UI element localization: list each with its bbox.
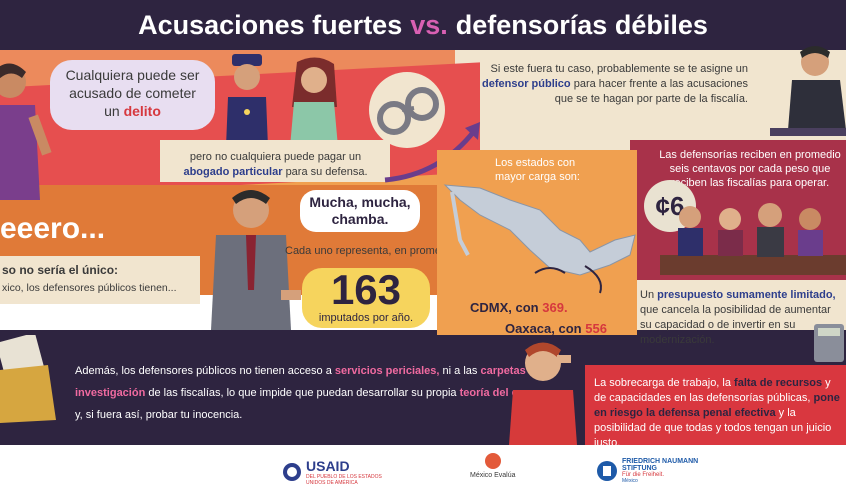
- ademas-p3: de las fiscalías, lo que impide que pued…: [148, 387, 457, 399]
- ademas-p2: ni a las: [442, 365, 478, 377]
- bubble1-text: Cualquiera puede ser acusado de cometer …: [65, 67, 200, 119]
- oaxaca-label: Oaxaca, con: [505, 321, 582, 336]
- sobrecarga-p3: y la posibilidad de que todas y todos te…: [594, 407, 832, 449]
- defensor-publico-text: Si este fuera tu caso, probablemente se …: [468, 62, 748, 107]
- fnf-mark-icon: [597, 461, 617, 481]
- cada-uno-text: Cada uno representa, en promedio: [285, 245, 456, 257]
- peeero-heading: eeero...: [0, 212, 106, 245]
- documents-folder-icon: [0, 335, 56, 423]
- fnf-country: México: [622, 478, 638, 484]
- lawyer-at-desk-illustration: [770, 46, 846, 136]
- defensorias-reciben-text: Las defensorías reciben en promedio seis…: [659, 149, 841, 189]
- sobrecarga-panel-bg: [585, 365, 846, 445]
- fnf-logo: FRIEDRICH NAUMANN STIFTUNG Für die Freih…: [596, 458, 712, 484]
- cdmx-stat: CDMX, con 369.: [470, 300, 568, 315]
- person-pointing-illustration: [0, 63, 52, 200]
- speech-bubble-chamba: Mucha, mucha, chamba.: [300, 190, 420, 232]
- page-title: Acusaciones fuertes vs. defensorías débi…: [0, 0, 846, 50]
- ademas-p1: Además, los defensores públicos no tiene…: [75, 365, 332, 377]
- estados-text: Los estados con mayor carga son:: [495, 157, 580, 183]
- handcuffs-icon: [369, 72, 445, 148]
- abogado-text: pero no cualquiera puede pagar un abogad…: [168, 150, 383, 180]
- no-unico-rest: xico, los defensores públicos tienen...: [2, 282, 177, 294]
- no-unico-bold: so no sería el único:: [2, 263, 119, 277]
- no-unico-panel: [0, 256, 200, 304]
- busy-defender-illustration: [211, 190, 301, 330]
- usaid-logo: USAID DEL PUEBLO DE LOS ESTADOS UNIDOS D…: [282, 458, 386, 486]
- defensor-highlight: defensor público: [482, 78, 571, 90]
- usaid-seal-icon: [283, 463, 301, 481]
- ademas-p4: y, si fuera así, probar tu inocencia.: [75, 409, 243, 421]
- sobrecarga-p1: La sobrecarga de trabajo, la: [594, 377, 731, 389]
- usaid-sub: DEL PUEBLO DE LOS ESTADOS UNIDOS DE AMÉR…: [306, 474, 382, 486]
- fnf-sub: Für die Freiheit.: [622, 472, 665, 478]
- fnf-text: FRIEDRICH NAUMANN STIFTUNG: [622, 458, 699, 472]
- fiscalia-group-illustration: [660, 203, 846, 275]
- stat-163-number: 163: [330, 266, 402, 313]
- mexico-evalua-text: México Evalúa: [470, 472, 516, 479]
- calculator-icon: [814, 324, 844, 362]
- mexico-evalua-logo: México Evalúa: [470, 452, 516, 479]
- presupuesto-text: Un presupuesto sumamente limitado, que c…: [640, 288, 845, 348]
- oaxaca-value: 556: [585, 321, 607, 336]
- sobrecarga-h1: falta de recursos: [734, 377, 823, 389]
- abogado-panel: [160, 140, 390, 182]
- stat-163-box: 163 imputados por año.: [302, 268, 430, 328]
- abogado-pre: pero no cualquiera puede pagar un: [189, 151, 362, 163]
- ademas-h1: servicios periciales,: [334, 365, 440, 377]
- map-arrows-icon: [534, 265, 602, 294]
- sobrecarga-text: La sobrecarga de trabajo, la falta de re…: [594, 376, 844, 451]
- worried-man-illustration: [509, 342, 577, 445]
- abogado-post: para su defensa.: [285, 166, 368, 178]
- mexico-evalua-mark-icon: [484, 453, 501, 469]
- abogado-highlight: abogado particular: [183, 166, 283, 178]
- title-part2: defensorías débiles: [455, 9, 708, 40]
- presupuesto-pre: Un: [640, 289, 655, 301]
- stat-163-label: imputados por año.: [318, 312, 414, 324]
- cdmx-value: 369.: [542, 300, 568, 315]
- defensor-post: para hacer frente a las acusaciones que …: [554, 78, 748, 105]
- sobrecarga-p2: y de capacidades en las defensorías públ…: [594, 377, 831, 404]
- defensor-pre: Si este fuera tu caso, probablemente se …: [490, 63, 748, 75]
- speech-bubble-delito: Cualquiera puede ser acusado de cometer …: [50, 60, 215, 130]
- title-vs: vs.: [410, 9, 448, 40]
- oaxaca-stat: Oaxaca, con 556: [505, 321, 607, 336]
- ademas-text: Además, los defensores públicos no tiene…: [75, 360, 545, 426]
- usaid-text: USAID: [306, 458, 350, 474]
- presupuesto-highlight: presupuesto sumamente limitado,: [657, 289, 836, 301]
- mexico-map-icon: [443, 184, 636, 276]
- presupuesto-post: que cancela la posibilidad de aumentar s…: [640, 304, 831, 346]
- police-and-woman-illustration: [226, 54, 338, 147]
- sobrecarga-h2: pone en riesgo la defensa penal efectiva: [594, 392, 840, 419]
- footer: [0, 445, 846, 498]
- curved-arrow-icon: [384, 122, 480, 183]
- bubble1-highlight: delito: [123, 103, 161, 119]
- cdmx-label: CDMX, con: [470, 300, 539, 315]
- title-part1: Acusaciones fuertes: [138, 9, 403, 40]
